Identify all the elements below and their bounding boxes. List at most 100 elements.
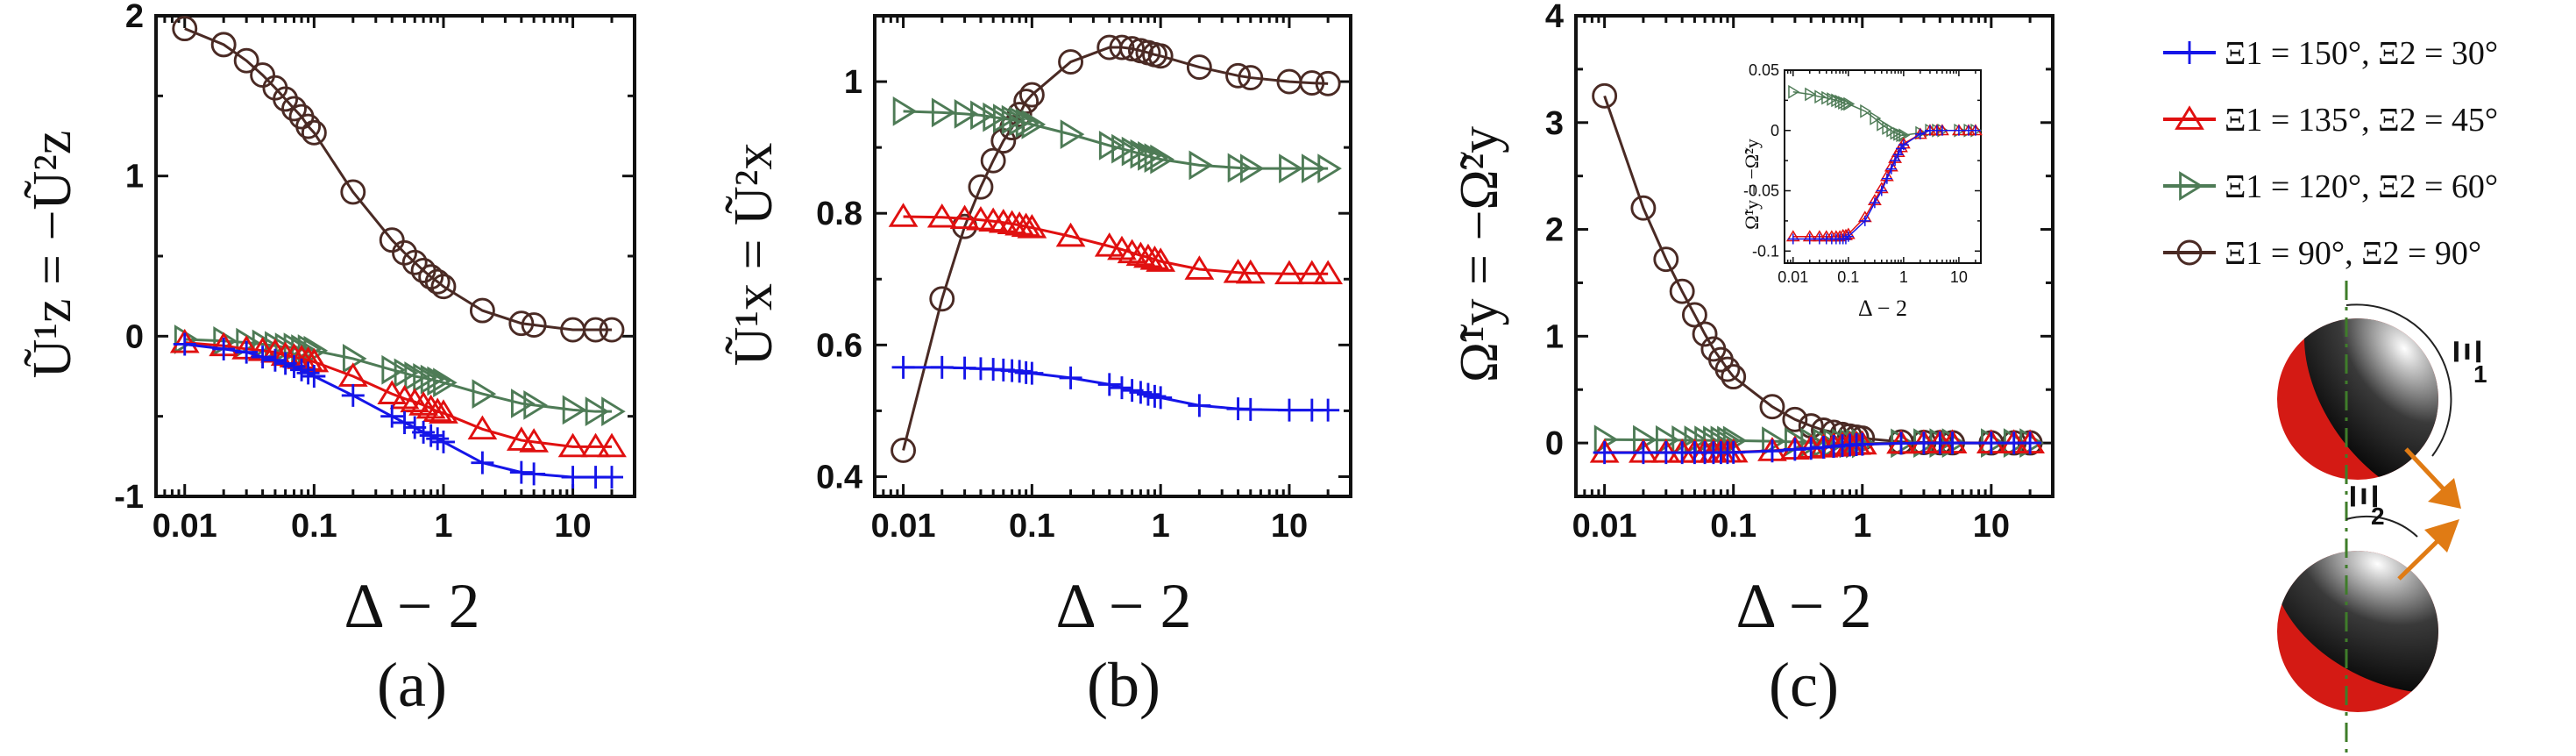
legend-item-1: Ξ1 = 150°, Ξ2 = 30° xyxy=(2163,35,2498,72)
xi2-subscript: 2 xyxy=(2371,503,2385,530)
panel-b-data-point xyxy=(892,96,918,126)
inset-ylabel: Ω̃¹y = −Ω̃²y xyxy=(1741,139,1763,230)
legend-marker xyxy=(2179,171,2203,201)
legend: Ξ1 = 150°, Ξ2 = 30° Ξ1 = 135°, Ξ2 = 45° Ξ1… xyxy=(2163,35,2498,272)
panel-a-data-point xyxy=(302,365,326,388)
panel-a-data-point xyxy=(393,410,416,434)
inset-data-point xyxy=(1804,233,1815,245)
panel-a-data-point xyxy=(422,397,453,423)
janus-particle-bottom xyxy=(2277,551,2438,712)
panel-c-y-tick-label: 1 xyxy=(1545,318,1564,355)
panel-b-data-point xyxy=(1143,384,1167,408)
panel-b-data-point xyxy=(1110,376,1133,400)
inset-xlabel: Δ − 2 xyxy=(1858,296,1907,321)
panel-a-data-point xyxy=(212,337,236,360)
panel-c-y-tick-label: 3 xyxy=(1545,105,1564,142)
legend-label: Ξ1 = 150°, Ξ2 = 30° xyxy=(2225,35,2498,72)
panel-a-y-tick-label: 0 xyxy=(125,318,144,355)
panel-c-data-point xyxy=(1890,431,1913,455)
panel-a-data-point xyxy=(557,432,588,458)
panel-b-data-point xyxy=(1189,150,1214,181)
panel-a-data-point xyxy=(295,113,322,139)
panel-b-data-point xyxy=(1058,49,1083,75)
inset-y-tick-label: 0 xyxy=(1771,122,1779,139)
panel-a-data-point xyxy=(522,462,546,486)
panel-b-data-point xyxy=(1121,136,1146,167)
panel-b-data-point xyxy=(954,98,979,129)
panel-b-data-point xyxy=(888,203,919,227)
panel-b-data-point xyxy=(1317,153,1342,184)
inset-x-tick-label: 10 xyxy=(1950,268,1968,286)
panel-b-data-point xyxy=(1184,255,1215,280)
panel-b-data-point xyxy=(1315,70,1341,96)
panel-a-data-point xyxy=(281,96,307,122)
panel-c-plot-frame xyxy=(1574,14,2054,498)
panel-b-data-point xyxy=(1015,108,1040,139)
panel-a-series-line xyxy=(184,342,613,479)
panel-a-data-point xyxy=(469,297,495,324)
inset-data-point xyxy=(1936,125,1948,136)
panel-a: 0.01 0.1 1 10 -1 0 1 2 xyxy=(114,0,636,545)
panel-a-data-point xyxy=(471,451,494,474)
panel-b-data-point xyxy=(1021,109,1047,139)
panel-b-data-point xyxy=(1094,232,1125,257)
inset-data-point xyxy=(1896,128,1908,143)
panel-b-data-point xyxy=(1279,153,1303,184)
panel-b-data-point xyxy=(1296,260,1327,285)
panel-a-y-tick-label: -1 xyxy=(114,479,144,516)
janus-particle-top xyxy=(2277,318,2438,480)
inset-data-point xyxy=(1843,96,1856,111)
panel-a-x-tick-label: 1 xyxy=(434,508,452,545)
panel-b-y-tick-label: 0.8 xyxy=(816,196,862,232)
xi1-arc xyxy=(2345,303,2452,457)
panel-b-data-point xyxy=(1139,245,1170,270)
panel-b-data-point xyxy=(926,203,957,228)
inset-x-tick-label: 0.1 xyxy=(1837,268,1859,286)
inset-data-point xyxy=(1881,173,1892,184)
panel-b-data-point xyxy=(1138,141,1162,171)
inset-data-point xyxy=(1885,163,1897,175)
panel-a-data-point xyxy=(415,394,446,419)
xi2-label: Ξ xyxy=(2343,484,2386,509)
panel-a-data-point xyxy=(173,332,196,356)
panel-a-xlabel: Δ − 2 xyxy=(344,571,480,641)
panel-b-data-point xyxy=(1017,213,1047,239)
inset-y-tick-label: 0.05 xyxy=(1749,61,1779,79)
panel-a-series-2 xyxy=(169,328,627,458)
panel-b-data-point xyxy=(1188,394,1211,417)
panel-b-data-point xyxy=(1119,36,1146,61)
panel-b-series-3 xyxy=(892,96,1342,184)
panel-a-data-point xyxy=(431,430,455,453)
panel-b-data-point xyxy=(929,286,955,312)
panel-a-data-point xyxy=(340,179,366,205)
panel-a-data-point xyxy=(172,16,198,42)
inset-x-tick-label: 0.01 xyxy=(1778,268,1808,286)
inset-data-point xyxy=(1892,149,1904,160)
panel-a-data-point xyxy=(296,361,320,385)
panel-c-label: (c) xyxy=(1769,650,1839,720)
panel-a-y-tick-label: 2 xyxy=(125,0,144,35)
panel-b-data-point xyxy=(1299,70,1325,96)
panel-a-data-point xyxy=(583,317,609,343)
panel-c-x-tick-label: 1 xyxy=(1853,508,1871,545)
panel-c-data-point xyxy=(1692,321,1718,347)
panel-c-data-point xyxy=(2019,431,2042,455)
inset-y-tick-label: -0.05 xyxy=(1743,182,1779,200)
panel-b-xlabel: Δ − 2 xyxy=(1056,571,1192,641)
panel-a-data-point xyxy=(418,264,444,290)
inset-data-point xyxy=(1953,125,1964,136)
panel-c-data-point xyxy=(1721,440,1745,464)
panel-b-data-point xyxy=(1059,366,1082,389)
panel-c-data-point xyxy=(1979,431,2003,455)
panel-b-data-point xyxy=(1186,54,1212,80)
panel-c-x-tick-label: 10 xyxy=(1973,508,2010,545)
panel-b-data-point xyxy=(1144,143,1169,174)
panel-b-data-point xyxy=(1235,259,1266,284)
legend-item-2: Ξ1 = 135°, Ξ2 = 45° xyxy=(2163,102,2498,139)
panel-b-data-point xyxy=(1238,65,1264,91)
panel-a-data-point xyxy=(235,340,259,364)
panel-b-data-point xyxy=(1150,144,1174,175)
panel-a-data-point xyxy=(420,364,445,395)
panel-a-data-point xyxy=(510,389,536,418)
